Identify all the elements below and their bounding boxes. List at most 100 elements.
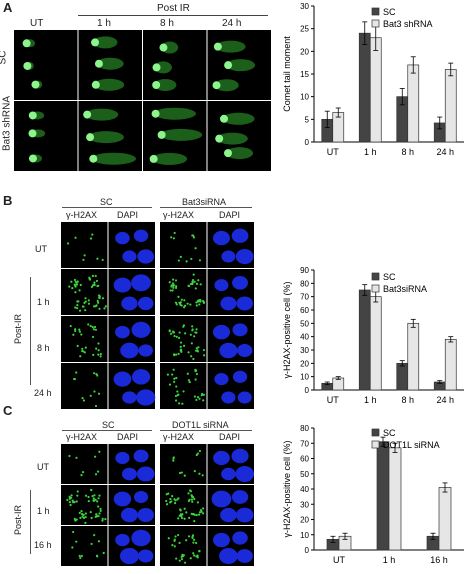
dapi-nucleus [236,296,253,311]
h2ax-focus [68,285,71,288]
h2ax-focus [73,284,77,287]
h2ax-focus [171,544,174,547]
dapi-nucleus [219,548,238,564]
dapi-nucleus [232,531,248,545]
b-stain-label-3: γ-H2AX [163,210,195,220]
h2ax-focus [193,470,196,473]
h2ax-focus [75,540,78,543]
y-tick-label: 70 [300,439,309,448]
h2ax-focus [84,494,88,497]
h2ax-focus [194,247,197,250]
comet-tail [159,128,203,141]
x-tick-label: 8 h [401,147,414,157]
x-tick-label: 24 h [436,395,454,405]
dapi-nucleus [213,450,230,466]
dapi-nucleus [137,507,154,523]
h2ax-focus [175,376,178,380]
h2ax-focus [194,378,197,381]
h2ax-focus [74,328,77,331]
bar-sc [396,362,409,391]
h2ax-focus [76,490,79,493]
h2ax-focus [190,342,193,345]
h2ax-focus [198,303,201,306]
h2ax-focus [96,284,99,288]
if-cell-image [61,316,108,362]
h2ax-focus [182,344,186,347]
h2ax-focus [84,346,87,349]
bar-knockdown [369,37,382,143]
h2ax-focus [98,296,101,299]
h2ax-focus [94,473,98,476]
c-stain-label-1: γ-H2AX [66,432,98,442]
h2ax-focus [171,373,174,376]
h2ax-focus [183,304,187,307]
dapi-nucleus [115,533,130,547]
h2ax-focus [88,277,91,280]
h2ax-focus [187,499,190,503]
h2ax-focus [202,354,206,357]
h2ax-focus [66,498,69,502]
comet-head [31,80,40,89]
dapi-nucleus [211,490,232,508]
comet-head [215,134,224,143]
comet-tail [85,108,119,121]
h2ax-focus [193,538,196,541]
h2ax-focus [177,259,180,262]
comet-tail [96,57,124,70]
h2ax-focus [202,507,205,510]
h2ax-focus [75,500,78,503]
comet-cell-image [78,30,142,100]
h2ax-focus [178,471,182,475]
h2ax-focus [178,331,181,334]
comet-head [212,81,221,90]
h2ax-focus [93,390,96,393]
h2ax-focus [175,385,178,388]
dapi-nucleus [232,370,248,383]
x-tick-label: UT [327,395,339,405]
dapi-nucleus [231,490,249,504]
b-group-line-1 [62,207,152,208]
h2ax-focus [71,546,74,549]
comet-head [28,111,37,120]
b-immunofluorescence-micrographs [61,222,254,409]
h2ax-focus [196,556,199,559]
h2ax-focus [200,510,203,513]
h2ax-focus [97,349,100,352]
b-post-ir-label: Post-IR [13,314,23,345]
b-group-label-sc: SC [100,197,113,207]
a-post-ir-line [78,15,268,16]
h2ax-focus [71,287,74,290]
dapi-nucleus [219,342,238,359]
h2ax-focus [93,494,96,497]
dapi-nucleus [232,276,249,290]
h2ax-focus [195,541,198,545]
h2ax-focus [182,390,185,393]
h2ax-focus [168,329,171,332]
h2ax-focus [171,495,174,498]
h2ax-focus [96,257,99,260]
comet-tail [214,79,239,92]
h2ax-focus [89,394,92,397]
h2ax-focus [191,325,194,328]
h2ax-focus [93,281,96,284]
h2ax-focus [187,492,190,495]
h2ax-focus [191,281,194,284]
dapi-nucleus [138,549,154,563]
h2ax-focus [165,499,168,503]
dapi-nucleus [237,344,253,357]
b-post-ir-bracket [30,277,31,385]
legend-swatch [371,272,380,281]
c-post-ir-label: Post-IR [13,505,23,536]
if-cell-image [160,444,207,484]
a-col-label-ut: UT [30,18,44,29]
h2ax-focus [175,353,178,356]
h2ax-focus [170,500,173,503]
h2ax-focus [91,284,95,287]
h2ax-focus [93,325,97,329]
h2ax-focus [95,279,99,283]
h2ax-focus [103,307,106,310]
b-row-label-1h: 1 h [37,297,50,307]
h2ax-focus [95,513,98,516]
dapi-nucleus [137,296,154,311]
h2ax-focus [191,278,195,282]
